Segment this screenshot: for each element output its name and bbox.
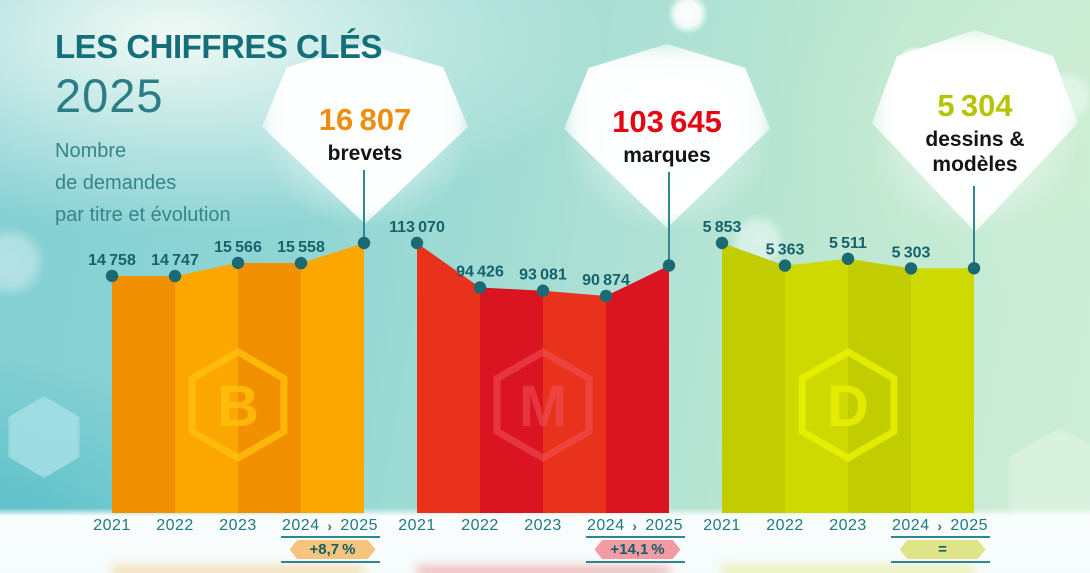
data-point-dot: [357, 236, 371, 250]
axis-year-label: 2024: [282, 517, 320, 534]
data-point-label: 90 874: [582, 272, 630, 289]
chart-brevets: B 14 758 14 747 15 566 15 558: [88, 170, 371, 513]
area-band-brevets: [112, 275, 175, 513]
area-band-marques: [417, 243, 480, 513]
callout-label-marques: marques: [623, 144, 711, 167]
data-point-label: 5 853: [703, 219, 742, 236]
brevets-letter-icon: B: [217, 374, 259, 439]
evolution-underline: [281, 561, 380, 563]
axis-year-label: 2025: [340, 517, 378, 534]
data-point-label: 15 566: [214, 239, 262, 256]
axis-year-label: 2023: [829, 517, 867, 534]
data-point-label: 5 511: [829, 235, 867, 252]
evolution-underline: [586, 561, 685, 563]
evolution-badge-brevets: +8,7 %: [289, 540, 376, 559]
brevets-hexagon-icon: [188, 347, 288, 463]
data-point-dot: [599, 289, 613, 303]
evolution-badge-marques: +14,1 %: [594, 540, 681, 559]
data-point-label: 94 426: [456, 264, 504, 281]
data-point-dot: [168, 269, 182, 283]
chart-reflection: [112, 566, 364, 573]
marques-letter-icon: M: [519, 374, 567, 439]
callout-label-brevets: brevets: [327, 142, 403, 165]
callout-dessins: 5 304 dessins & modèles: [865, 88, 1085, 177]
axis-year-label: 2022: [766, 517, 804, 534]
axis-year-label: 2025: [950, 517, 988, 534]
evolution-underline: [891, 561, 990, 563]
axis-evolution-years: 2024 › 2025: [892, 517, 988, 535]
page-title: LES CHIFFRES CLÉS: [55, 28, 383, 65]
callout-label-dessins: dessins & modèles: [925, 128, 1025, 176]
data-point-dot: [410, 236, 424, 250]
subtitle: Nombre de demandes par titre et évolutio…: [55, 140, 231, 226]
chevron-right-icon: ›: [937, 518, 943, 534]
data-point-dot: [778, 259, 792, 272]
dessins-modeles-letter-icon: D: [827, 374, 869, 439]
axis-year-label: 2023: [524, 517, 562, 534]
chart-marques: M 113 070 94 426 93 081 90 874: [389, 172, 676, 513]
axis-year-label: 2023: [219, 517, 257, 534]
area-band-dessins-modeles: [722, 243, 785, 513]
data-point-label: 93 081: [519, 267, 567, 284]
data-point-dot: [473, 281, 487, 294]
data-point-label: 14 747: [151, 252, 199, 269]
area-band-marques: [480, 287, 543, 513]
area-band-dessins-modeles: [911, 268, 974, 513]
axis-year-label: 2025: [645, 517, 683, 534]
data-point-label: 14 758: [88, 252, 136, 269]
evolution-badge-dessins-modeles: =: [899, 540, 986, 559]
header: LES CHIFFRES CLÉS 2025 Nombre de demande…: [55, 28, 383, 231]
data-point-label: 15 558: [277, 239, 325, 256]
data-point-dot: [231, 256, 245, 270]
data-point-dot: [536, 284, 550, 297]
year-heading: 2025: [55, 69, 164, 122]
axis-year-label: 2021: [703, 517, 741, 534]
area-band-brevets: [301, 243, 364, 513]
marques-hexagon-icon: [493, 347, 593, 463]
area-band-marques: [543, 290, 606, 513]
data-point-dot: [105, 269, 119, 283]
callout-value-dessins: 5 304: [937, 88, 1013, 123]
dessins-modeles-hexagon-icon: [798, 347, 898, 463]
axis-year-label: 2021: [93, 517, 131, 534]
callout-brevets: 16 807 brevets: [255, 102, 475, 166]
data-point-label: 113 070: [389, 219, 445, 236]
data-point-dot: [841, 252, 855, 265]
chart-reflection: [417, 566, 669, 573]
data-point-dot: [967, 262, 981, 275]
axis-evolution-years: 2024 › 2025: [282, 517, 378, 535]
chevron-right-icon: ›: [632, 518, 638, 534]
axis-year-label: 2022: [156, 517, 194, 534]
data-point-label: 5 363: [766, 242, 805, 259]
callout-value-brevets: 16 807: [318, 102, 412, 137]
area-band-marques: [606, 265, 669, 513]
data-point-dot: [904, 262, 918, 275]
axis-evolution-years: 2024 › 2025: [587, 517, 683, 535]
data-point-label: 5 303: [892, 244, 931, 261]
evolution-underline: [891, 536, 990, 538]
data-point-dot: [294, 256, 308, 270]
chart-reflection: [722, 566, 974, 573]
data-point-dot: [662, 259, 676, 272]
data-point-dot: [715, 236, 729, 250]
callout-value-marques: 103 645: [612, 104, 722, 139]
axis-year-label: 2021: [398, 517, 436, 534]
axis-year-label: 2022: [461, 517, 499, 534]
evolution-underline: [586, 536, 685, 538]
chevron-right-icon: ›: [327, 518, 333, 534]
callout-marques: 103 645 marques: [557, 104, 777, 168]
evolution-underline: [281, 536, 380, 538]
axis-year-label: 2024: [892, 517, 930, 534]
chart-dessins-modeles: D 5 853 5 363 5 511 5 303: [703, 186, 981, 513]
axis-year-label: 2024: [587, 517, 625, 534]
